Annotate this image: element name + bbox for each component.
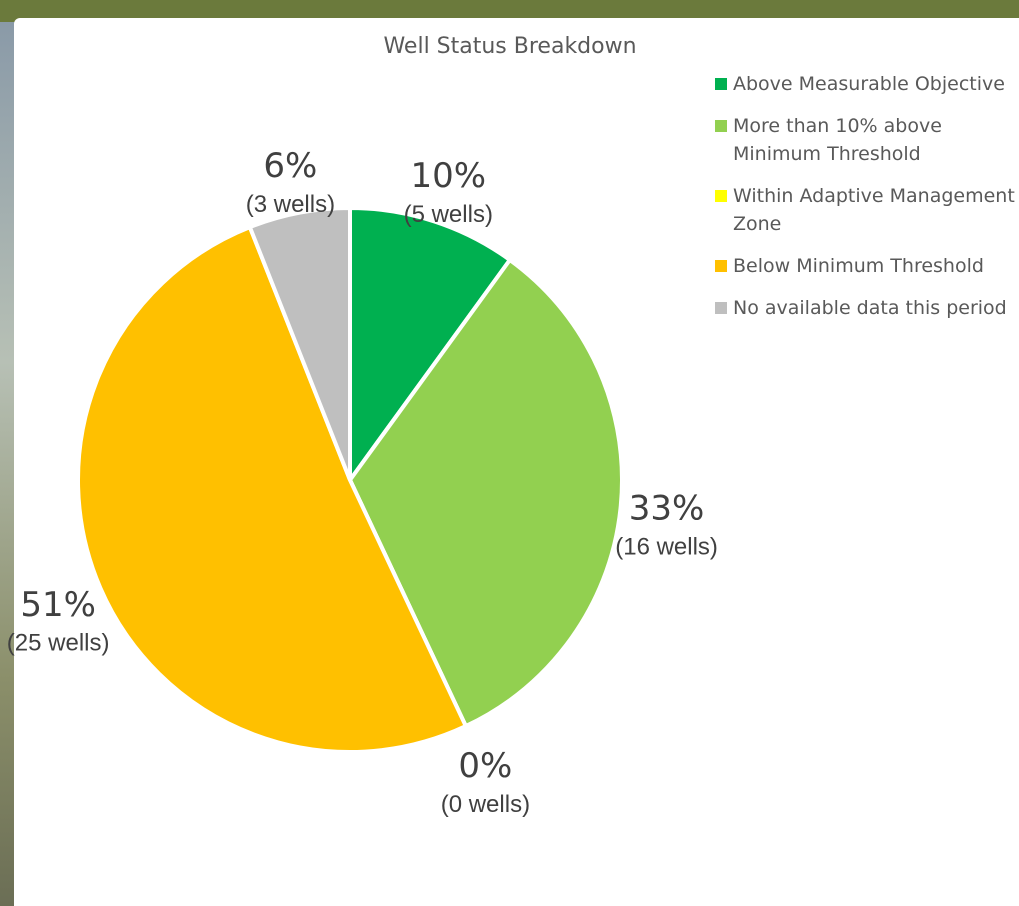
count-label: (3 wells) bbox=[246, 191, 335, 218]
legend-label: Within Adaptive Management Zone bbox=[733, 182, 1015, 238]
count-label: (0 wells) bbox=[441, 791, 530, 818]
chart-title: Well Status Breakdown bbox=[383, 34, 636, 59]
legend: Above Measurable Objective More than 10% … bbox=[715, 70, 1015, 336]
legend-label: Above Measurable Objective bbox=[733, 70, 1005, 98]
legend-swatch bbox=[715, 120, 727, 132]
count-label: (16 wells) bbox=[615, 533, 718, 560]
count-label: (25 wells) bbox=[7, 630, 110, 657]
legend-entry: Above Measurable Objective bbox=[715, 70, 1015, 98]
legend-swatch bbox=[715, 260, 727, 272]
legend-entry: Below Minimum Threshold bbox=[715, 252, 1015, 280]
legend-swatch bbox=[715, 302, 727, 314]
legend-entry: Within Adaptive Management Zone bbox=[715, 182, 1015, 238]
page: Well Status Breakdown 10% (5 wells) 33% (16… bbox=[0, 0, 1019, 906]
value-label: 33% bbox=[629, 488, 705, 528]
value-label: 6% bbox=[263, 146, 317, 186]
count-label: (5 wells) bbox=[404, 201, 493, 228]
legend-swatch bbox=[715, 190, 727, 202]
legend-entry: More than 10% above Minimum Threshold bbox=[715, 112, 1015, 168]
legend-label: No available data this period bbox=[733, 294, 1007, 322]
value-label: 10% bbox=[410, 156, 486, 196]
value-label: 51% bbox=[20, 585, 96, 625]
value-label: 0% bbox=[458, 746, 512, 786]
legend-swatch bbox=[715, 78, 727, 90]
legend-label: More than 10% above Minimum Threshold bbox=[733, 112, 1015, 168]
legend-label: Below Minimum Threshold bbox=[733, 252, 984, 280]
legend-entry: No available data this period bbox=[715, 294, 1015, 322]
